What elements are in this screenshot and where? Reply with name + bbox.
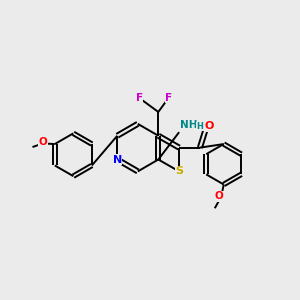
Text: O: O <box>214 191 223 201</box>
Text: F: F <box>136 93 143 103</box>
Text: O: O <box>38 137 47 147</box>
Text: O: O <box>204 121 214 131</box>
Text: NH: NH <box>180 120 198 130</box>
Text: S: S <box>175 167 183 176</box>
Text: H: H <box>196 122 203 131</box>
Text: N: N <box>113 154 122 164</box>
Text: F: F <box>166 93 172 103</box>
